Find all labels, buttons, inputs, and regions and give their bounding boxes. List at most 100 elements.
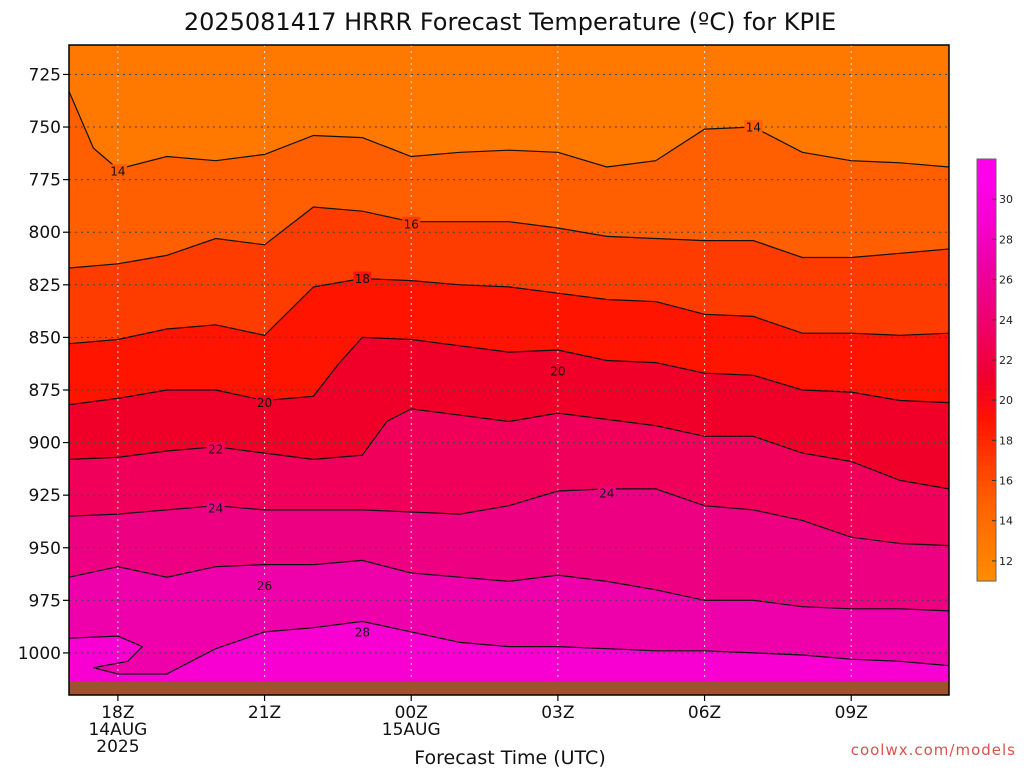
colorbar-segment [977, 169, 996, 175]
colorbar-segment [977, 304, 996, 311]
colorbar-segment [977, 289, 996, 296]
colorbar-segment [977, 385, 996, 391]
colorbar-segment [977, 279, 996, 286]
colorbar-frame [976, 158, 997, 582]
contour-label: 24 [599, 487, 614, 501]
credit-text: coolwx.com/models [851, 741, 1016, 759]
colorbar-segment [977, 515, 996, 522]
colorbar-segment [977, 284, 996, 291]
ground-band [69, 681, 949, 695]
colorbar-segment [977, 405, 996, 411]
colorbar-segment [977, 309, 996, 316]
y-tick-label: 875 [29, 381, 61, 401]
x-tick-label: 09Z [835, 703, 868, 723]
colorbar-segment [977, 480, 996, 487]
colorbar-segment [977, 329, 996, 336]
colorbar-segment [977, 249, 996, 256]
colorbar-segment [977, 354, 996, 361]
contour-lines [69, 91, 949, 675]
colorbar-segment [977, 535, 996, 542]
colorbar-segment [977, 159, 996, 165]
contour-label-bg [206, 500, 225, 515]
isotherm-14 [69, 91, 949, 170]
colorbar-segment [977, 520, 996, 527]
colorbar-segment [977, 264, 996, 271]
colorbar-segment [977, 199, 996, 205]
isotherm-20 [69, 336, 949, 406]
contour-label-bg [353, 271, 372, 286]
colorbar-segment [977, 530, 996, 537]
colorbar-segment [977, 319, 996, 326]
colorbar-segment [977, 465, 996, 472]
colorbar-segment [977, 174, 996, 180]
contour-label-bg [206, 441, 225, 456]
y-tick-label: 925 [29, 486, 61, 506]
colorbar-segment [977, 314, 996, 321]
colorbar-segment [977, 525, 996, 532]
x-tick-label: 15AUG [382, 720, 441, 740]
x-tick-label: 03Z [541, 703, 574, 723]
x-tick-label: 21Z [248, 703, 281, 723]
colorbar-segment [977, 364, 996, 371]
colorbar-segment [977, 204, 996, 210]
x-axis-label: Forecast Time (UTC) [414, 747, 605, 768]
colorbar-segment [977, 565, 996, 572]
colorbar-segment [977, 400, 996, 406]
colorbar-segment [977, 470, 996, 477]
isotherm-18 [69, 277, 949, 345]
y-tick-label: 725 [29, 65, 61, 85]
colorbar-segment [977, 259, 996, 266]
y-tick-label: 775 [29, 171, 61, 191]
colorbar-segment [977, 244, 996, 251]
colorbar-segment [977, 299, 996, 306]
isotherm-28 [69, 620, 949, 675]
x-tick-label: 2025 [96, 737, 139, 757]
colorbar-segment [977, 164, 996, 170]
colorbar-segment [977, 375, 996, 381]
colorbar-segment [977, 415, 996, 421]
colorbar-segment [977, 445, 996, 451]
colorbar-segment [977, 380, 996, 386]
colorbar-segment [977, 214, 996, 220]
contour-label-bg [255, 578, 274, 593]
isotherm-16 [69, 206, 949, 269]
y-tick-label: 850 [29, 328, 61, 348]
colorbar-segment [977, 550, 996, 557]
contour-label: 18 [355, 272, 370, 286]
colorbar-segment [977, 500, 996, 507]
colorbar-segment [977, 224, 996, 230]
contour-label: 24 [208, 501, 223, 515]
colorbar-tick-label: 26 [999, 274, 1013, 287]
contour-label: 20 [550, 365, 565, 379]
colorbar-tick-label: 22 [999, 354, 1013, 367]
colorbar-tick-label: 28 [999, 233, 1013, 246]
y-tick-label: 950 [29, 539, 61, 559]
colorbar-segment [977, 440, 996, 446]
colorbar-segment [977, 209, 996, 215]
colorbar-tick-label: 18 [999, 434, 1013, 447]
colorbar-segment [977, 370, 996, 376]
contour-labels: 14 14 16 18 20 20 22 24 24 26 28 [108, 120, 763, 639]
colorbar-segment [977, 490, 996, 497]
contour-label: 16 [404, 217, 419, 231]
colorbar-segment [977, 430, 996, 436]
colorbar-tick-label: 12 [999, 555, 1013, 568]
colorbar-segment [977, 219, 996, 225]
colorbar-segment [977, 344, 996, 351]
colorbar-segment [977, 395, 996, 401]
colorbar-segment [977, 254, 996, 261]
y-tick-label: 825 [29, 276, 61, 296]
y-axis: 725 750 775 800 825 850 875 900 925 950 975 1000 [18, 65, 69, 664]
contour-label-bg [108, 164, 127, 179]
contour-label: 28 [355, 625, 370, 639]
colorbar-segment [977, 269, 996, 276]
y-tick-label: 900 [29, 434, 61, 454]
x-tick-label: 14AUG [88, 720, 147, 740]
contour-label-bg [548, 364, 567, 379]
colorbar-segment [977, 194, 996, 200]
colorbar-tick-label: 16 [999, 475, 1013, 488]
colorbar-segment [977, 334, 996, 341]
colorbar-segment [977, 390, 996, 396]
colorbar-segment [977, 294, 996, 301]
